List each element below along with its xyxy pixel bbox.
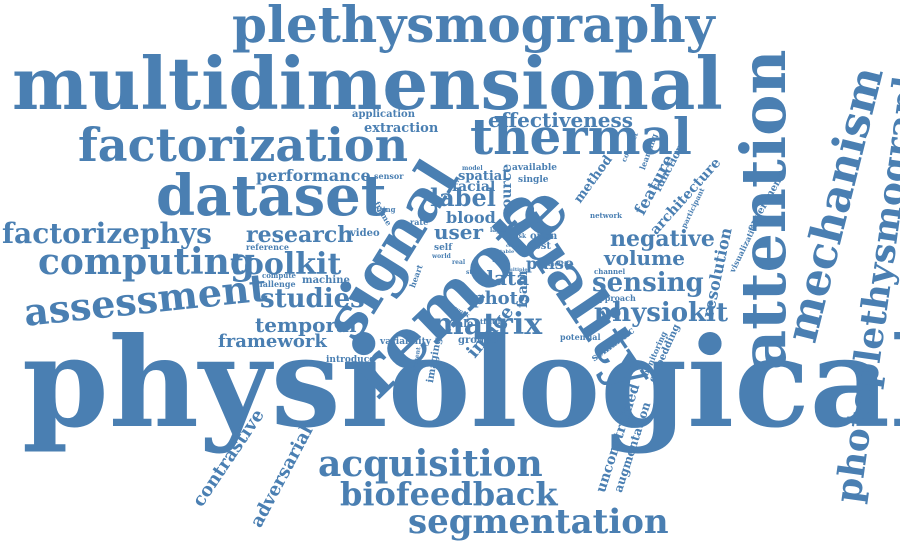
word-channel: channel <box>594 267 626 276</box>
word-state: state <box>466 269 483 276</box>
word-plethysmography: plethysmography <box>232 0 715 54</box>
word-setting: setting <box>368 205 396 214</box>
word-cost: cost <box>528 241 552 252</box>
word-pulse: pulse <box>526 254 575 273</box>
word-toolkit: toolkit <box>230 247 342 282</box>
word-real: real <box>452 259 466 266</box>
word-facial: facial <box>452 179 496 195</box>
word-available: available <box>512 163 557 173</box>
word-task: task <box>512 233 527 240</box>
word-rate: rate <box>410 217 429 227</box>
word-segmentation: segmentation <box>408 502 669 542</box>
word-layer: layer <box>490 227 507 234</box>
word-variability: variability <box>380 337 431 347</box>
word-factorization: factorization <box>78 118 409 172</box>
word-physiokit: physiokit <box>594 298 728 328</box>
word-temporal: temporal <box>255 313 357 337</box>
word-acquisition: acquisition <box>318 443 543 485</box>
word-self: self <box>434 243 453 253</box>
word-matrix: matrix <box>432 307 543 342</box>
word-truth: truth <box>480 317 501 326</box>
word-network: network <box>590 211 623 220</box>
word-sensing: sensing <box>592 268 704 298</box>
word-volume: volume <box>604 246 685 270</box>
word-physiological: physiological <box>22 311 900 456</box>
word-potential: potential <box>560 332 601 342</box>
word-photo: photo <box>472 288 530 309</box>
word-sensor: sensor <box>374 171 404 181</box>
word-blood: blood <box>446 208 496 227</box>
word-biofeedback: biofeedback <box>340 475 558 513</box>
word-source: source <box>499 163 515 216</box>
word-code: code <box>506 243 520 249</box>
word-machine: machine <box>302 275 350 286</box>
word-computing: computing <box>38 241 256 283</box>
word-challenge: challenge <box>252 279 296 289</box>
word-user: user <box>434 220 484 244</box>
word-extraction: extraction <box>364 121 439 136</box>
word-compute: compute <box>262 271 297 280</box>
word-scale: scale <box>445 319 474 330</box>
word-reference: reference <box>246 242 289 252</box>
word-metric: metric <box>548 261 571 268</box>
word-ground: ground <box>458 335 499 346</box>
word-studies: studies <box>260 284 365 314</box>
word-research: research <box>246 222 354 248</box>
word-spatial: spatial <box>458 169 508 184</box>
word-thermal: thermal <box>470 107 692 166</box>
word-video: video <box>350 228 380 239</box>
word-data: data <box>480 266 530 290</box>
word-application: application <box>352 109 415 120</box>
word-negative: negative <box>610 226 715 252</box>
word-approach: approach <box>594 293 636 303</box>
word-dataset: dataset <box>156 163 387 229</box>
word-table: table <box>500 249 515 255</box>
word-fsam: fsam <box>515 270 531 308</box>
word-introduce: introduce <box>326 355 375 365</box>
word-multiple: multiple <box>504 267 528 273</box>
word-framework: framework <box>218 331 327 352</box>
word-factorizephys: factorizephys <box>2 217 212 250</box>
word-world: world <box>432 253 451 260</box>
word-multidimensional: multidimensional <box>12 41 723 126</box>
word-performance: performance <box>256 166 371 185</box>
word-time: time <box>492 257 508 264</box>
word-single: single <box>518 175 549 185</box>
word-label: label <box>430 183 496 212</box>
word-model: model <box>462 165 483 172</box>
word-effectiveness: effectiveness <box>488 108 634 132</box>
word-open: open <box>530 231 558 242</box>
